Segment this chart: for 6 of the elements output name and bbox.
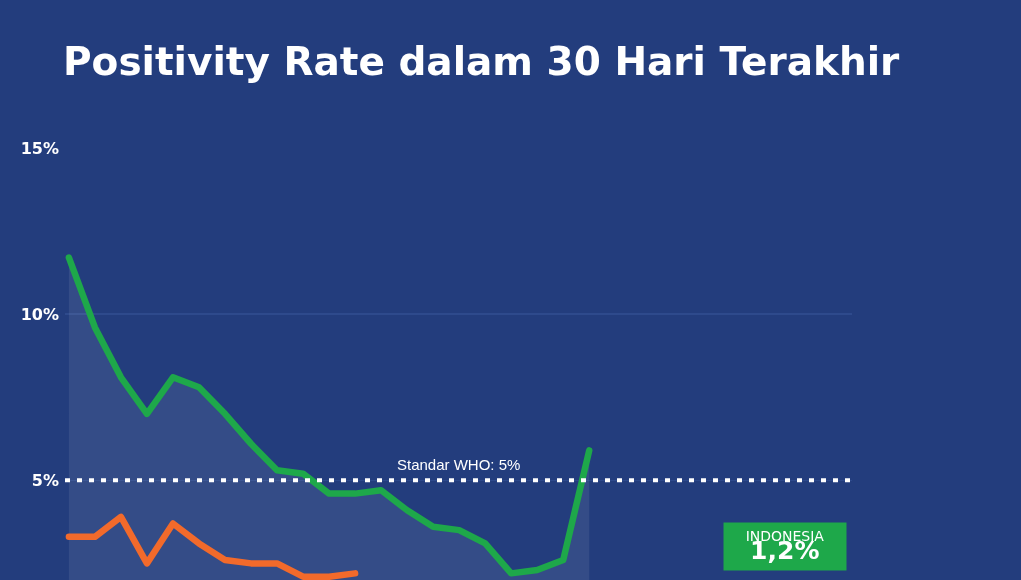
ref-line-label: Standar WHO: 5% [397,456,521,473]
y-tick-label: 10% [20,304,59,324]
y-tick-label: 15% [20,138,59,158]
y-tick-label: 5% [31,470,59,490]
annotation: INDONESIA 1,2% [745,528,825,566]
chart-title: Positivity Rate dalam 30 Hari Terakhir [63,38,901,84]
